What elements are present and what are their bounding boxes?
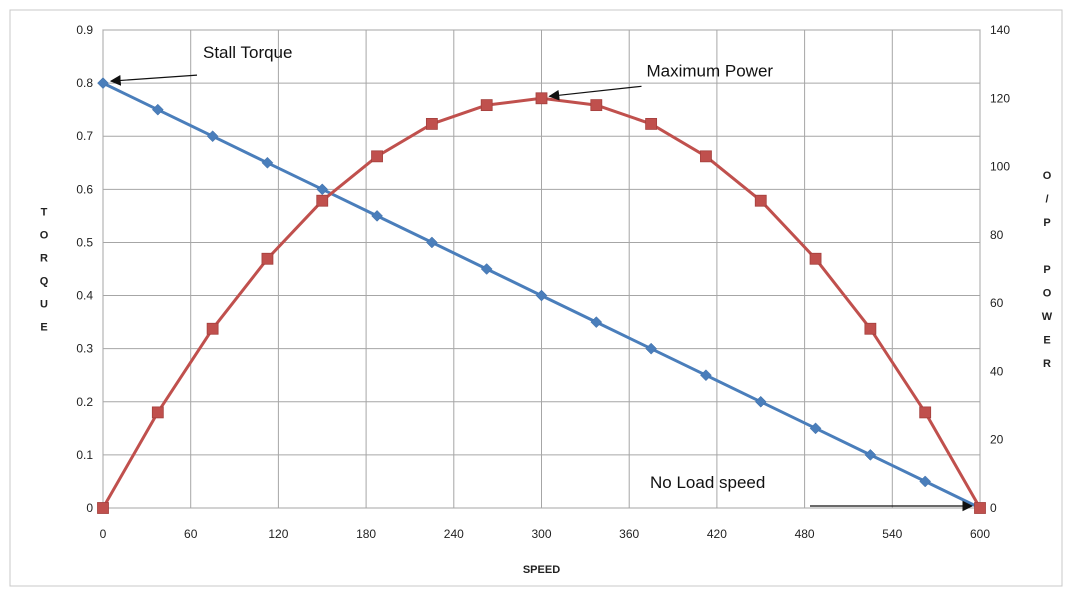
data-point-diamond (645, 342, 657, 355)
data-point-diamond (535, 289, 548, 302)
y2-tick-label: 120 (990, 91, 1010, 105)
x-tick-label: 60 (184, 527, 198, 541)
data-point-square (645, 117, 658, 130)
data-point-square (371, 150, 383, 163)
data-point-diamond (371, 210, 383, 222)
x-tick-label: 0 (100, 527, 107, 541)
x-tick-label: 180 (356, 527, 376, 541)
data-point-diamond (700, 369, 712, 382)
tick-labels: 0 0.1 0.2 0.3 0.4 0.5 0.6 0.7 0.8 0.9 0 60 120 180 240… (76, 23, 1010, 541)
data-point-square (480, 99, 493, 112)
y-tick-label: 0.7 (76, 129, 93, 143)
data-point-diamond (590, 316, 603, 328)
y-tick-label: 0.3 (76, 342, 93, 356)
y2-tick-label: 60 (990, 296, 1004, 310)
y-tick-label: 0.6 (76, 182, 93, 196)
y-axis-title-char: U (40, 299, 48, 311)
annotation-label: Maximum Power (647, 61, 774, 80)
data-point-square (700, 150, 712, 163)
y-tick-label: 0.2 (76, 395, 93, 409)
y-axis-title-char: T (41, 207, 48, 219)
x-tick-label: 540 (882, 527, 902, 541)
y2-tick-label: 140 (990, 23, 1010, 37)
y2-tick-label: 80 (990, 228, 1004, 242)
y2-axis-title-char: R (1043, 358, 1051, 370)
y-axis-title-char: R (40, 253, 48, 265)
x-tick-label: 480 (795, 527, 815, 541)
y-tick-label: 0.1 (76, 448, 93, 462)
data-point-square (974, 502, 986, 514)
y-tick-label: 0.8 (76, 76, 93, 90)
data-point-diamond (151, 103, 164, 116)
y2-axis-title-char: E (1043, 335, 1050, 347)
y-tick-label: 0 (86, 501, 93, 515)
y2-axis-title-char: O (1043, 170, 1052, 182)
data-point-square (425, 117, 438, 130)
y-axis-title-char: Q (40, 276, 49, 288)
data-point-diamond (206, 130, 219, 143)
data-series (97, 77, 986, 514)
y2-tick-label: 40 (990, 364, 1004, 378)
data-point-diamond (919, 475, 932, 488)
y-tick-label: 0.9 (76, 23, 93, 37)
y2-axis-title-char: W (1042, 311, 1053, 323)
data-point-square (590, 99, 603, 112)
data-point-square (261, 252, 274, 265)
data-point-square (809, 252, 822, 265)
data-point-square (151, 406, 164, 419)
y2-axis-title-char: P (1043, 264, 1050, 276)
gridlines (102, 29, 981, 509)
x-axis-title: SPEED (523, 564, 560, 576)
data-point-square (316, 194, 329, 207)
data-point-square (97, 502, 109, 514)
data-point-square (754, 194, 767, 207)
annotation-label: Stall Torque (203, 43, 292, 62)
y2-tick-label: 0 (990, 501, 997, 515)
y2-axis-title-char: P (1043, 217, 1050, 229)
data-point-diamond (261, 156, 274, 169)
annotation-arrow (548, 85, 642, 101)
x-tick-label: 420 (707, 527, 727, 541)
x-tick-label: 240 (444, 527, 464, 541)
data-point-diamond (97, 77, 109, 89)
x-tick-label: 600 (970, 527, 990, 541)
y-tick-label: 0.5 (76, 235, 93, 249)
y-axis-title-char: O (40, 230, 49, 242)
x-tick-label: 120 (268, 527, 288, 541)
y2-tick-label: 20 (990, 433, 1004, 447)
data-point-square (206, 322, 219, 335)
data-point-square (535, 92, 548, 105)
annotations: Stall Torque Maximum Power No Load speed (109, 43, 974, 512)
data-point-diamond (809, 422, 822, 435)
y2-tick-label: 100 (990, 160, 1010, 174)
data-point-square (919, 406, 932, 419)
annotation-label: No Load speed (650, 473, 765, 492)
annotation-arrow (109, 74, 198, 86)
y-tick-label: 0.4 (76, 289, 93, 303)
x-tick-label: 300 (531, 527, 551, 541)
y-axis-title-char: E (40, 322, 47, 334)
data-point-diamond (754, 395, 767, 408)
data-point-diamond (426, 236, 438, 249)
y2-axis-title-char: O (1043, 288, 1052, 300)
data-point-diamond (480, 263, 493, 275)
x-tick-label: 360 (619, 527, 639, 541)
data-point-square (864, 322, 877, 335)
data-point-diamond (864, 449, 877, 461)
y2-axis-title-char: / (1045, 194, 1048, 206)
